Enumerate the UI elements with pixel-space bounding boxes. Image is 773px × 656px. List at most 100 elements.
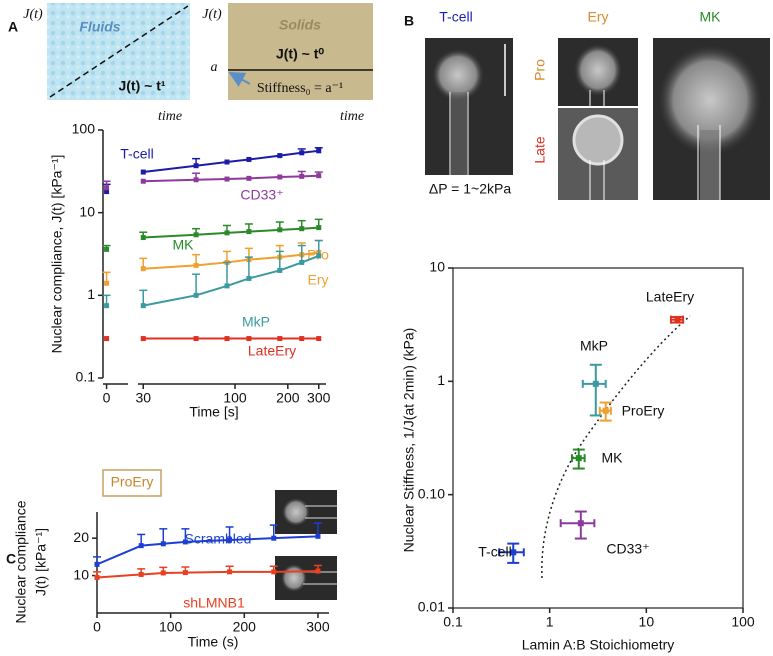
y-axis-label: Nuclear Stiffness, 1/J(at 2min) (kPa) [401,328,417,553]
series-label: shLMNB1 [183,595,245,611]
y-axis-label: Nuclear compliance [13,500,29,623]
data-point [94,561,100,567]
data-point [316,148,322,154]
fluids-slope [49,5,189,98]
data-point [315,568,321,574]
data-point [277,336,283,342]
axis-label: time [340,109,364,124]
data-point [227,537,233,543]
point-label: LateEry [646,289,694,305]
x-axis-label: Time [s] [189,404,238,420]
data-point [277,267,283,273]
point-label: T-cell [478,544,511,560]
data-point [224,230,230,236]
data-point [299,173,305,179]
fit-curve [541,315,691,579]
nucleus [574,44,622,96]
y-tick-label: 1 [437,372,445,388]
y-tick-label: 0.1 [76,369,96,385]
nucleus [658,45,762,155]
data-point [227,569,233,575]
data-point [140,169,146,175]
fluids-schematic: J(t) Fluids J(t) ~ t¹ time [23,3,190,124]
data-point [316,253,322,259]
data-point [104,189,110,195]
data-point [271,535,277,541]
data-point [246,275,252,281]
x-tick-label: 300 [306,619,330,635]
series-line [143,149,319,174]
series-label: Scrambled [185,531,252,547]
y-axis-label: Nuclear compliance, J(t) [kPa⁻¹] [49,155,65,354]
arrow [228,72,251,87]
image-title: Ery [588,9,609,25]
data-point [140,178,146,184]
x-tick-label: 0.1 [443,614,463,630]
x-tick-label: 0 [103,390,111,406]
point-label: CD33⁺ [606,541,649,557]
y-axis-label: J(t) [kPa⁻¹] [33,528,49,596]
data-point [271,569,277,575]
x-axis-label: Time (s) [188,634,239,650]
data-point [140,303,146,309]
data-point [674,316,681,323]
data-point [224,176,230,182]
data-point [299,259,305,265]
data-point [246,175,252,181]
data-point [104,280,110,286]
nucleus [282,498,310,526]
y-tick-label: 10 [429,259,445,275]
aspirated-part [451,92,467,175]
data-point [193,336,199,342]
panel-label: C [6,551,16,567]
axis-label: J(t) [23,7,43,22]
solids-law: J(t) ~ t⁰ [276,46,324,62]
data-point [140,235,146,241]
panel-label: B [404,13,414,29]
x-tick-label: 200 [276,390,300,406]
y-tick-label: 20 [73,529,89,545]
x-tick-label: 300 [307,390,331,406]
nucleus [432,49,484,101]
series-label: CD33⁺ [240,187,283,203]
data-point [246,336,252,342]
y-tick-label: 100 [72,121,96,137]
data-point [316,225,322,231]
series-label: Ery [308,272,329,288]
x-tick-label: 1 [546,614,554,630]
nucleus [281,564,307,592]
data-point [510,549,517,556]
data-point [299,150,305,156]
x-tick-label: 100 [731,614,755,630]
image-title: T-cell [439,9,472,25]
data-point [104,336,110,342]
level-label: a [211,60,218,75]
data-point [160,570,166,576]
axis-label: J(t) [202,7,222,22]
data-point [277,153,283,159]
data-point [160,541,166,547]
x-tick-label: 100 [223,390,247,406]
x-tick-label: 0 [93,619,101,635]
data-point [104,185,110,191]
row-label: Pro [532,59,548,81]
x-axis-label: Lamin A:B Stoichiometry [522,637,675,653]
data-point [602,407,609,414]
data-point [193,232,199,238]
data-point [299,336,305,342]
plot-frame [452,267,744,609]
series-label: MK [173,237,195,253]
data-point [277,174,283,180]
point-label: MK [602,450,624,466]
annotation: ProEry [111,474,154,490]
solids-box [228,3,373,100]
data-point [193,177,199,183]
data-point [94,574,100,580]
data-point [140,266,146,272]
series-line [143,226,319,239]
y-tick-label: 10 [79,203,95,219]
series-label: LateEry [248,343,296,359]
data-point [193,163,199,169]
aspirated-part [700,130,720,200]
